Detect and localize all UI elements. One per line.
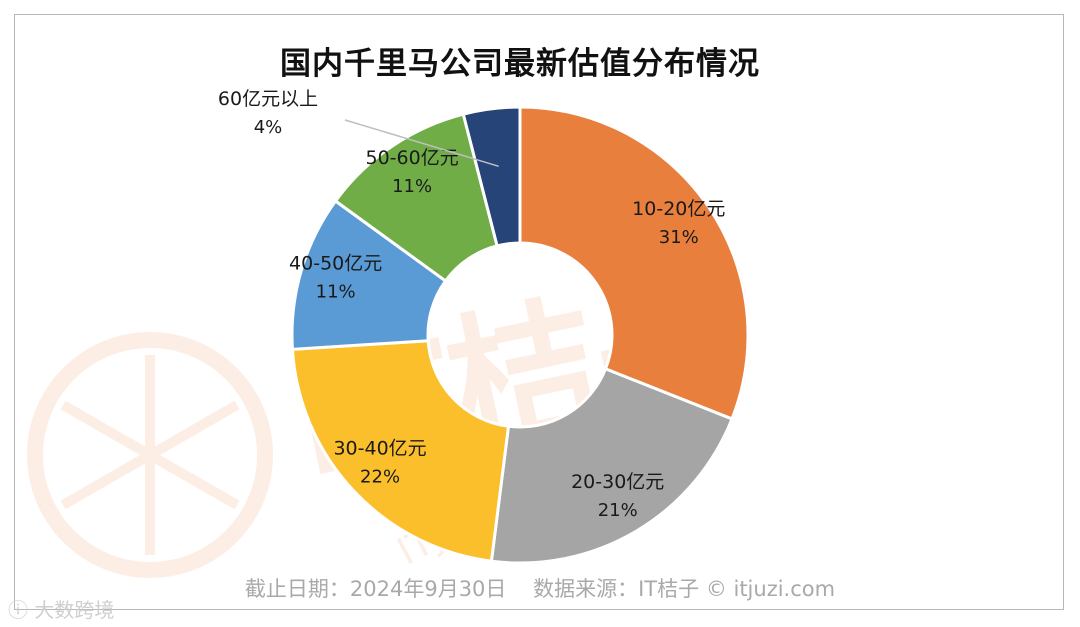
donut-slice-1: [518, 105, 750, 421]
donut-slice-3: [290, 339, 511, 563]
slice-label-1: 10-20亿元: [632, 198, 725, 220]
leader-line-6: [344, 119, 499, 168]
donut-labels: 10-20亿元 31% 20-30亿元 21% 30-40亿元 22% 40-50亿元 11%…: [218, 88, 725, 521]
slice-label-5: 50-60亿元: [365, 147, 458, 169]
donut-slice-6: [461, 105, 522, 248]
slice-value-3: 22%: [360, 466, 400, 487]
slice-value-1: 31%: [659, 227, 699, 248]
slice-value-6: 4%: [254, 117, 283, 138]
watermark-orange-logo: [27, 332, 273, 578]
corner-watermark: ⓘ 大数跨境: [8, 594, 114, 623]
watermark-corner-icon: ⓘ: [8, 598, 28, 622]
slice-value-2: 21%: [598, 500, 638, 521]
slice-label-3: 30-40亿元: [333, 437, 426, 459]
slice-value-4: 11%: [316, 281, 356, 302]
watermark-orange-segments: [60, 355, 240, 555]
slice-label-2: 20-30亿元: [571, 471, 664, 493]
slice-value-5: 11%: [392, 176, 432, 197]
slice-label-4: 40-50亿元: [289, 252, 382, 274]
slice-label-6: 60亿元以上: [218, 88, 318, 110]
donut-slices: [290, 105, 750, 565]
chart-title: 国内千里马公司最新估值分布情况: [280, 46, 760, 82]
donut-slice-4: [290, 198, 448, 351]
source-footer: 截止日期：2024年9月30日 数据来源：IT桔子 © itjuzi.com: [244, 577, 836, 601]
watermark-corner-text: 大数跨境: [34, 598, 115, 622]
donut-slice-5: [333, 112, 499, 284]
donut-slice-2: [489, 366, 734, 565]
